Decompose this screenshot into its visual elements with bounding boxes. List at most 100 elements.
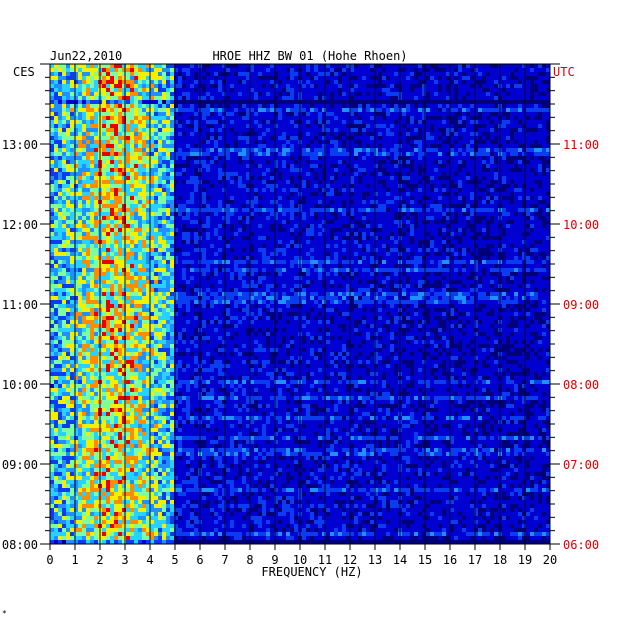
- spectrogram-cell: [190, 292, 194, 296]
- spectrogram-cell: [506, 300, 510, 304]
- spectrogram-cell: [142, 184, 146, 188]
- spectrogram-cell: [70, 204, 74, 208]
- spectrogram-cell: [454, 152, 458, 156]
- spectrogram-cell: [258, 136, 262, 140]
- spectrogram-cell: [242, 148, 246, 152]
- spectrogram-cell: [138, 88, 142, 92]
- spectrogram-cell: [330, 132, 334, 136]
- spectrogram-cell: [474, 268, 478, 272]
- spectrogram-cell: [134, 120, 138, 124]
- spectrogram-cell: [126, 176, 130, 180]
- spectrogram-cell: [170, 160, 174, 164]
- spectrogram-cell: [262, 332, 266, 336]
- spectrogram-cell: [62, 240, 66, 244]
- spectrogram-cell: [318, 140, 322, 144]
- spectrogram-cell: [482, 268, 486, 272]
- spectrogram-cell: [158, 300, 162, 304]
- spectrogram-cell: [466, 112, 470, 116]
- spectrogram-cell: [130, 272, 134, 276]
- spectrogram-cell: [74, 192, 78, 196]
- spectrogram-cell: [350, 192, 354, 196]
- spectrogram-cell: [158, 180, 162, 184]
- spectrogram-cell: [170, 192, 174, 196]
- spectrogram-cell: [50, 260, 54, 264]
- spectrogram-cell: [378, 208, 382, 212]
- spectrogram-cell: [310, 164, 314, 168]
- spectrogram-cell: [126, 188, 130, 192]
- spectrogram-cell: [350, 124, 354, 128]
- spectrogram-cell: [430, 100, 434, 104]
- spectrogram-cell: [178, 296, 182, 300]
- spectrogram-cell: [366, 148, 370, 152]
- spectrogram-cell: [274, 284, 278, 288]
- spectrogram-cell: [358, 208, 362, 212]
- spectrogram-cell: [154, 240, 158, 244]
- spectrogram-cell: [202, 248, 206, 252]
- spectrogram-cell: [410, 184, 414, 188]
- spectrogram-cell: [318, 112, 322, 116]
- spectrogram-cell: [78, 180, 82, 184]
- spectrogram-cell: [94, 84, 98, 88]
- spectrogram-cell: [178, 76, 182, 80]
- spectrogram-cell: [74, 136, 78, 140]
- spectrogram-cell: [362, 236, 366, 240]
- spectrogram-cell: [246, 284, 250, 288]
- spectrogram-cell: [526, 260, 530, 264]
- spectrogram-cell: [270, 148, 274, 152]
- spectrogram-cell: [50, 92, 54, 96]
- spectrogram-cell: [250, 296, 254, 300]
- spectrogram-cell: [146, 80, 150, 84]
- spectrogram-cell: [166, 220, 170, 224]
- spectrogram-cell: [78, 112, 82, 116]
- spectrogram-cell: [66, 104, 70, 108]
- spectrogram-cell: [166, 136, 170, 140]
- spectrogram-cell: [150, 336, 154, 340]
- spectrogram-cell: [186, 208, 190, 212]
- spectrogram-cell: [426, 132, 430, 136]
- spectrogram-cell: [530, 260, 534, 264]
- spectrogram-cell: [90, 136, 94, 140]
- spectrogram-cell: [134, 216, 138, 220]
- spectrogram-cell: [262, 172, 266, 176]
- spectrogram-cell: [474, 148, 478, 152]
- spectrogram-cell: [262, 100, 266, 104]
- spectrogram-cell: [430, 148, 434, 152]
- spectrogram-cell: [514, 84, 518, 88]
- spectrogram-cell: [70, 340, 74, 344]
- spectrogram-cell: [50, 336, 54, 340]
- spectrogram-cell: [518, 156, 522, 160]
- spectrogram-cell: [286, 112, 290, 116]
- spectrogram-cell: [414, 308, 418, 312]
- spectrogram-cell: [94, 68, 98, 72]
- spectrogram-cell: [538, 100, 542, 104]
- spectrogram-cell: [94, 148, 98, 152]
- spectrogram-cell: [430, 328, 434, 332]
- spectrogram-cell: [434, 308, 438, 312]
- spectrogram-cell: [238, 220, 242, 224]
- spectrogram-cell: [338, 160, 342, 164]
- spectrogram-cell: [510, 268, 514, 272]
- spectrogram-cell: [250, 256, 254, 260]
- spectrogram-cell: [130, 156, 134, 160]
- spectrogram-cell: [294, 240, 298, 244]
- spectrogram-cell: [190, 116, 194, 120]
- spectrogram-cell: [526, 268, 530, 272]
- spectrogram-cell: [106, 184, 110, 188]
- spectrogram-cell: [246, 328, 250, 332]
- spectrogram-cell: [390, 336, 394, 340]
- spectrogram-cell: [542, 300, 546, 304]
- spectrogram-cell: [438, 292, 442, 296]
- spectrogram-cell: [418, 72, 422, 76]
- spectrogram-cell: [90, 316, 94, 320]
- spectrogram-cell: [278, 260, 282, 264]
- spectrogram-cell: [306, 320, 310, 324]
- spectrogram-cell: [110, 340, 114, 344]
- spectrogram-cell: [262, 104, 266, 108]
- spectrogram-cell: [170, 308, 174, 312]
- spectrogram-cell: [266, 288, 270, 292]
- spectrogram-cell: [250, 284, 254, 288]
- spectrogram-cell: [90, 328, 94, 332]
- spectrogram-cell: [182, 68, 186, 72]
- spectrogram-cell: [114, 148, 118, 152]
- spectrogram-cell: [166, 132, 170, 136]
